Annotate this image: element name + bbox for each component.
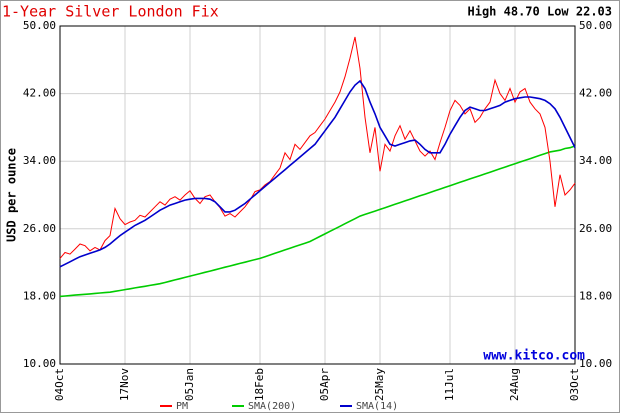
chart-title: 1-Year Silver London Fix [2,3,219,21]
x-tick-label: 25May [373,368,386,401]
x-tick-label: 17Nov [118,368,131,401]
y-tick-label: 34.00 [23,154,56,167]
y-tick-label-right: 42.00 [579,87,612,100]
series-line [59,145,576,298]
y-tick-label: 42.00 [23,87,56,100]
x-tick-label: 05Apr [318,368,331,401]
x-tick-label: 03Oct [568,368,581,401]
y-tick-label: 50.00 [23,19,56,32]
y-tick-label-right: 34.00 [579,154,612,167]
x-tick-label: 11Jul [443,368,456,401]
x-tick-label: 04Oct [53,368,66,401]
legend-label: SMA(200) [248,401,296,412]
x-tick-label: 24Aug [508,368,521,401]
legend-label: SMA(14) [356,401,398,412]
plot-border [59,25,576,365]
y-tick-label: 10.00 [23,357,56,370]
y-tick-label-right: 18.00 [579,289,612,302]
x-tick-label: 18Feb [253,368,266,401]
watermark: www.kitco.com [483,349,585,364]
series-line [59,36,576,259]
y-tick-label: 26.00 [23,222,56,235]
x-tick-label: 05Jan [183,368,196,401]
annotation: High 48.70 Low 22.03 [468,5,613,19]
y-tick-label-right: 50.00 [579,19,612,32]
y-tick-label: 18.00 [23,289,56,302]
legend-label: PM [176,401,188,412]
y-axis-label: USD per ounce [5,148,19,242]
y-tick-label-right: 10.00 [579,357,612,370]
y-tick-label-right: 26.00 [579,222,612,235]
series-line [59,79,576,268]
